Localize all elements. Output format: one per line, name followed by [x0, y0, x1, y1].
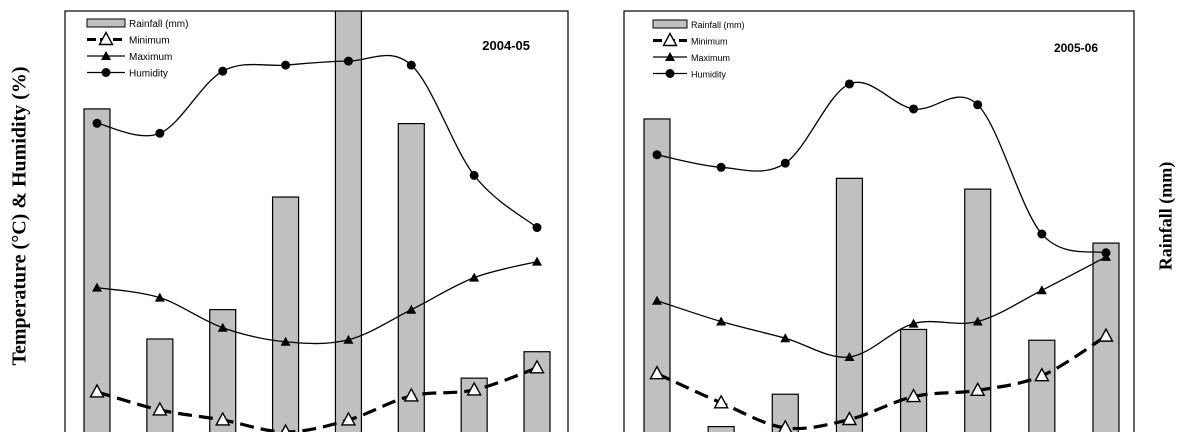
maximum-point	[280, 336, 291, 346]
rainfall-bar	[643, 118, 671, 432]
legend: Rainfall (mm) Minimum Maximum Humidity	[652, 19, 745, 80]
humidity-point	[532, 223, 542, 233]
legend: Rainfall (mm) Minimum Maximum Humidity	[86, 18, 188, 80]
minimum-point	[89, 383, 105, 398]
minimum-point	[970, 381, 986, 397]
humidity-line	[96, 54, 538, 229]
humidity-point	[973, 100, 983, 110]
legend-marker-minimum	[98, 31, 114, 46]
rainfall-bar	[1028, 339, 1056, 432]
legend-label-maximum: Maximum	[691, 53, 730, 63]
maximum-point	[972, 316, 983, 326]
rainfall-bar	[397, 122, 425, 432]
rainfall-bar	[707, 426, 735, 432]
humidity-point	[780, 158, 790, 168]
maximum-point	[780, 333, 791, 343]
maximum-point	[92, 282, 102, 292]
maximum-point	[343, 334, 354, 344]
minimum-point	[649, 365, 665, 380]
rainfall-bar	[271, 196, 300, 432]
maximum-point	[716, 316, 727, 326]
minimum-point	[778, 419, 793, 432]
legend-label-minimum: Minimum	[129, 36, 170, 47]
rainfall-bar	[83, 108, 111, 432]
humidity-point	[218, 66, 228, 76]
minimum-point	[713, 394, 729, 409]
maximum-line	[96, 260, 538, 345]
legend-label-humidity: Humidity	[129, 69, 168, 80]
legend-label-minimum: Minimum	[691, 37, 728, 47]
humidity-point	[909, 104, 919, 114]
legend-marker-humidity	[665, 69, 675, 78]
humidity-point	[281, 60, 291, 70]
maximum-point	[469, 272, 480, 282]
legend-swatch-rainfall	[86, 18, 126, 28]
maximum-point	[1036, 285, 1047, 295]
maximum-point	[908, 318, 919, 328]
minimum-point	[152, 401, 168, 416]
minimum-point	[1034, 367, 1050, 382]
minimum-point	[905, 388, 922, 403]
legend-label-maximum: Maximum	[129, 52, 172, 63]
rainfall-bar	[146, 338, 174, 432]
minimum-point	[1098, 327, 1114, 342]
minimum-point	[466, 381, 482, 396]
maximum-point	[844, 351, 855, 361]
chart-panel: Rainfall (mm) Minimum Maximum Humidity 2005-…	[623, 10, 1135, 432]
humidity-point	[406, 60, 416, 70]
humidity-point	[155, 128, 165, 138]
chart-panel: Rainfall (mm) Minimum Maximum Humidity 2004-…	[64, 10, 569, 432]
humidity-point	[844, 79, 854, 89]
legend-label-rainfall-mm-: Rainfall (mm)	[129, 19, 188, 30]
humidity-point	[469, 170, 479, 180]
legend-label-humidity: Humidity	[691, 70, 727, 80]
plot-area	[83, 11, 551, 432]
rainfall-bar	[334, 11, 363, 432]
plot-frame	[64, 10, 569, 432]
minimum-point	[529, 359, 545, 374]
rainfall-bar	[835, 177, 864, 432]
humidity-point	[652, 150, 662, 160]
humidity-point	[343, 56, 353, 66]
humidity-point	[1101, 248, 1111, 258]
legend-marker-humidity	[101, 68, 111, 77]
minimum-line	[656, 334, 1107, 431]
maximum-point	[652, 295, 662, 305]
humidity-point	[92, 118, 102, 128]
legend-label-rainfall-mm-: Rainfall (mm)	[691, 20, 745, 30]
chart-title: 2005-06	[1054, 41, 1098, 55]
maximum-point	[217, 322, 228, 332]
plot-area	[643, 79, 1120, 432]
humidity-point	[716, 162, 726, 172]
maximum-point	[406, 304, 417, 314]
chart-title: 2004-05	[482, 38, 530, 53]
rainfall-bar	[899, 328, 928, 432]
minimum-point	[340, 411, 357, 426]
maximum-point	[532, 256, 543, 266]
humidity-line	[656, 81, 1107, 254]
minimum-point	[215, 411, 231, 426]
minimum-point	[280, 423, 291, 432]
legend-marker-maximum	[665, 52, 675, 61]
legend-marker-minimum	[662, 32, 678, 47]
humidity-point	[1037, 229, 1047, 239]
legend-marker-maximum	[101, 51, 111, 60]
legend-swatch-rainfall	[652, 19, 688, 29]
maximum-point	[154, 292, 165, 302]
minimum-point	[841, 411, 858, 426]
minimum-point	[403, 387, 419, 402]
plot-frame	[623, 10, 1135, 432]
maximum-line	[656, 256, 1107, 358]
